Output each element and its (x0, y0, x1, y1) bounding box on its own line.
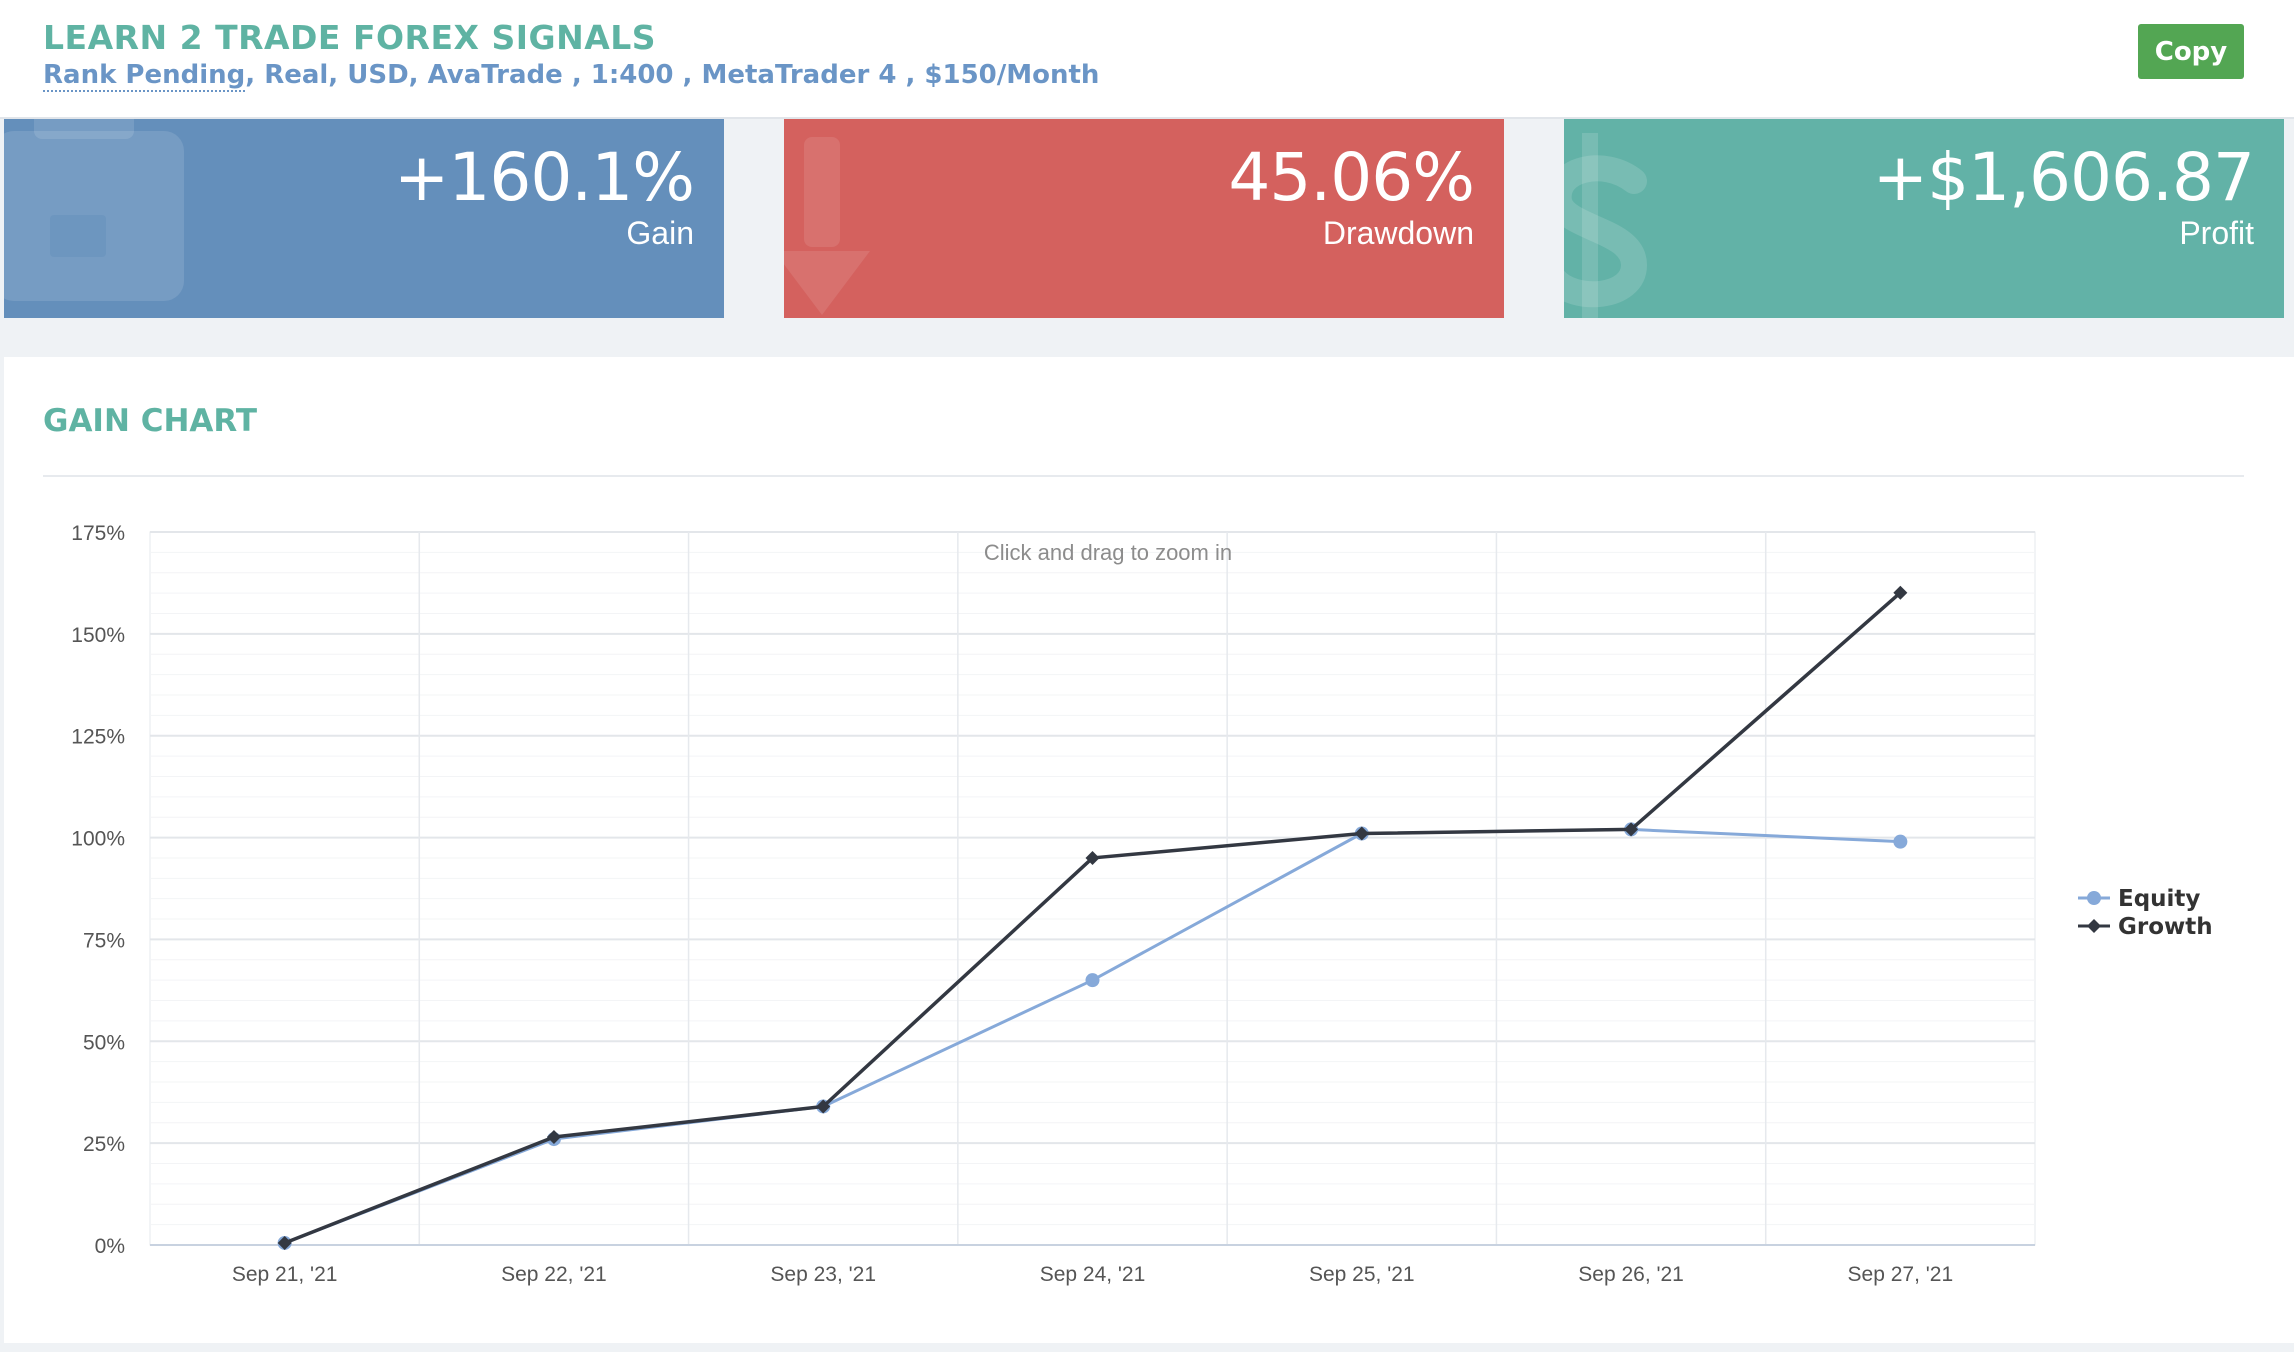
x-tick-label: Sep 21, '21 (232, 1263, 338, 1286)
x-tick-label: Sep 27, '21 (1848, 1263, 1954, 1286)
growth-point[interactable] (816, 1099, 831, 1114)
legend-marker (2087, 891, 2101, 905)
chart-grid (149, 531, 2036, 1246)
gain-chart[interactable]: Click and drag to zoom in 0% 25% 50% 75% 100… (4, 357, 2294, 1343)
gain-chart-panel: GAIN CHART Click and drag to zoom in 0% 2… (4, 357, 2294, 1343)
header: LEARN 2 TRADE FOREX SIGNALS Rank Pending… (0, 0, 2294, 119)
equity-point[interactable] (1893, 834, 1908, 849)
x-tick-label: Sep 24, '21 (1040, 1263, 1146, 1286)
x-tick-label: Sep 23, '21 (770, 1263, 876, 1286)
x-tick-label: Sep 25, '21 (1309, 1263, 1415, 1286)
copy-button[interactable]: Copy (2138, 24, 2244, 79)
y-tick-label: 175% (71, 522, 125, 545)
legend-item-equity[interactable]: Equity (2078, 886, 2200, 912)
gain-chart-title: GAIN CHART (43, 403, 258, 439)
drawdown-tile: 45.06% Drawdown (784, 119, 1504, 318)
y-tick-label: 100% (71, 828, 125, 851)
drawdown-value: 45.06% (1228, 139, 1475, 216)
growth-point[interactable] (546, 1130, 561, 1145)
plot-area (149, 531, 2036, 1246)
profit-tile: +$1,606.87 Profit (1564, 119, 2284, 318)
series-growth[interactable] (277, 585, 1908, 1250)
y-tick-label: 0% (95, 1235, 125, 1258)
divider (43, 475, 2244, 477)
x-tick-label: Sep 26, '21 (1578, 1263, 1684, 1286)
briefcase-icon (4, 119, 184, 301)
account-details: , Real, USD, AvaTrade , 1:400 , MetaTrad… (245, 60, 1100, 90)
growth-point[interactable] (1354, 826, 1369, 841)
growth-point[interactable] (1893, 585, 1908, 600)
rank-link[interactable]: Rank Pending (43, 60, 246, 92)
zoom-hint: Click and drag to zoom in (984, 540, 1232, 565)
x-tick-label: Sep 22, '21 (501, 1263, 607, 1286)
growth-point[interactable] (1085, 850, 1100, 865)
arrow-down-icon (784, 137, 870, 315)
equity-point[interactable] (1085, 973, 1100, 988)
y-tick-label: 25% (83, 1133, 125, 1156)
chart-series[interactable] (277, 585, 1908, 1250)
y-tick-label: 125% (71, 726, 125, 749)
gain-tile: +160.1% Gain (4, 119, 724, 318)
gain-label: Gain (626, 215, 694, 251)
drawdown-label: Drawdown (1322, 215, 1474, 251)
y-tick-label: 150% (71, 624, 125, 647)
legend-label: Growth (2118, 914, 2213, 940)
signal-details: Rank Pending, Real, USD, AvaTrade , 1:40… (43, 60, 1100, 92)
y-tick-label: 50% (83, 1031, 125, 1054)
profit-label: Profit (2179, 215, 2254, 251)
y-axis-labels: 0% 25% 50% 75% 100% 125% 150% 175% (71, 522, 125, 1258)
legend-item-growth[interactable]: Growth (2078, 914, 2213, 940)
legend-marker (2087, 919, 2101, 933)
x-axis-labels: Sep 21, '21 Sep 22, '21 Sep 23, '21 Sep 24,… (232, 1263, 1953, 1286)
growth-point[interactable] (1624, 822, 1639, 837)
growth-point[interactable] (277, 1235, 292, 1250)
gain-value: +160.1% (394, 139, 695, 216)
y-tick-label: 75% (83, 929, 125, 952)
signal-title: LEARN 2 TRADE FOREX SIGNALS (43, 18, 657, 57)
profit-value: +$1,606.87 (1872, 139, 2255, 216)
legend-label: Equity (2118, 886, 2200, 912)
dollar-icon (1564, 133, 1648, 318)
